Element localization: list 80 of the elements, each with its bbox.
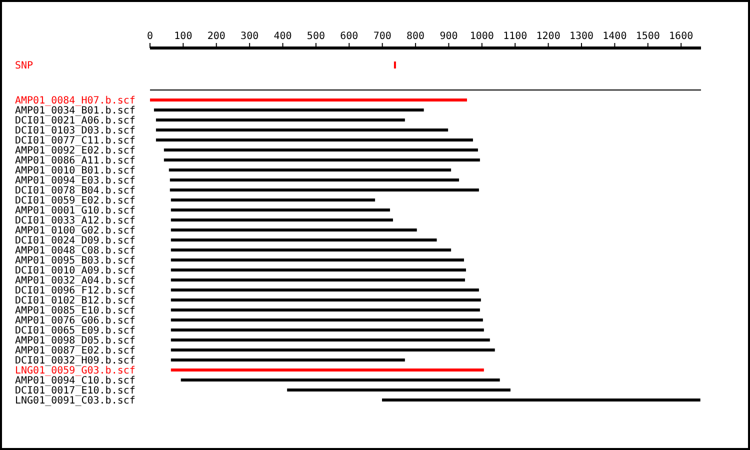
bar [164, 158, 480, 162]
y-tick-label: LNG01_0091_C03.b.scf [15, 396, 136, 406]
y-tick-label: DCI01_0102_B12.b.scf [15, 296, 136, 306]
y-tick-label: AMP01_0100_G02.b.scf [15, 226, 136, 236]
bar [170, 218, 393, 222]
x-tick-label: 0 [146, 31, 154, 42]
bar [170, 268, 466, 272]
y-tick-label: AMP01_0098_D05.b.scf [15, 336, 136, 346]
y-tick-label: DCI01_0032_H09.b.scf [15, 356, 136, 366]
y-tick-label: AMP01_0092_E02.b.scf [15, 146, 136, 156]
y-tick-label: AMP01_0032_A04.b.scf [15, 276, 136, 286]
bar [164, 148, 478, 152]
bar [170, 188, 479, 192]
bar [170, 208, 390, 212]
bar [180, 378, 500, 382]
y-tick-label: AMP01_0094_E03.b.scf [15, 176, 136, 186]
x-tick-label: 800 [406, 31, 425, 42]
x-tick-label: 1300 [569, 31, 594, 42]
bar [156, 118, 405, 122]
bar [170, 248, 452, 252]
bar [170, 328, 484, 332]
bar [170, 238, 437, 242]
bar [154, 108, 424, 112]
bar [170, 298, 481, 302]
x-tick-label: 1600 [669, 31, 694, 42]
x-tick-label: 900 [440, 31, 458, 42]
bar [150, 98, 467, 102]
bar [170, 358, 405, 362]
y-tick-label: DCI01_0059_E02.b.scf [15, 196, 136, 206]
bar [170, 178, 460, 182]
y-tick-label: AMP01_0048_C08.b.scf [15, 246, 136, 256]
x-tick-label: 1000 [470, 31, 494, 42]
y-tick-label: DCI01_0077_C11.b.scf [15, 136, 136, 146]
bar [170, 228, 417, 232]
y-tick-label: DCI01_0096_F12.b.scf [15, 286, 136, 296]
bar [170, 318, 483, 322]
x-tick-label: 400 [274, 31, 292, 42]
y-tick-label: SNP [15, 60, 34, 72]
y-tick-label: DCI01_0065_E09.b.scf [15, 326, 136, 336]
bar [170, 338, 490, 342]
x-tick-label: 600 [340, 31, 358, 42]
x-tick-label: 200 [207, 31, 226, 42]
y-tick-label: AMP01_0001_G10.b.scf [15, 206, 136, 216]
bar [382, 398, 700, 402]
y-tick-label: DCI01_0033_A12.b.scf [15, 216, 136, 226]
x-tick-label: 1500 [636, 31, 660, 42]
x-tick-label: 1200 [536, 31, 560, 42]
bar [170, 278, 465, 282]
x-tick-label: 700 [373, 31, 392, 42]
y-tick-label: DCI01_0103_D03.b.scf [15, 126, 136, 136]
bar [156, 128, 448, 132]
bar [168, 168, 452, 172]
y-tick-label: AMP01_0087_E02.b.scf [15, 346, 136, 356]
y-tick-label: AMP01_0084_H07.b.scf [15, 96, 136, 106]
x-tick-label: 1100 [503, 31, 528, 42]
bar [170, 308, 480, 312]
x-tick-label: 100 [174, 31, 192, 42]
y-tick-label: DCI01_0024_D09.b.scf [15, 236, 136, 246]
bar [156, 138, 473, 142]
y-tick-label: AMP01_0086_A11.b.scf [15, 156, 136, 166]
bar [170, 258, 464, 262]
y-tick-label: AMP01_0010_B01.b.scf [15, 166, 136, 176]
bar [170, 288, 479, 292]
y-tick-label: DCI01_0017_E10.b.scf [15, 386, 136, 396]
x-tick-label: 1400 [602, 31, 627, 42]
y-tick-label: LNG01_0059_G03.b.scf [15, 366, 136, 376]
y-tick-label: AMP01_0034_B01.b.scf [15, 106, 136, 116]
bar [170, 348, 495, 352]
x-tick-label: 300 [240, 31, 259, 42]
y-tick-label: AMP01_0094_C10.b.scf [15, 376, 136, 386]
bar [170, 368, 484, 372]
y-tick-label: AMP01_0095_B03.b.scf [15, 256, 136, 266]
x-tick-label: 500 [306, 31, 325, 42]
y-tick-label: DCI01_0078_B04.b.scf [15, 186, 136, 196]
bar [287, 388, 510, 392]
y-tick-label: DCI01_0021_A06.b.scf [15, 116, 136, 126]
y-tick-label: AMP01_0076_G06.b.scf [15, 316, 136, 326]
y-tick-label: AMP01_0085_E10.b.scf [15, 306, 136, 316]
bar [170, 198, 376, 202]
y-tick-label: DCI01_0010_A09.b.scf [15, 266, 136, 276]
